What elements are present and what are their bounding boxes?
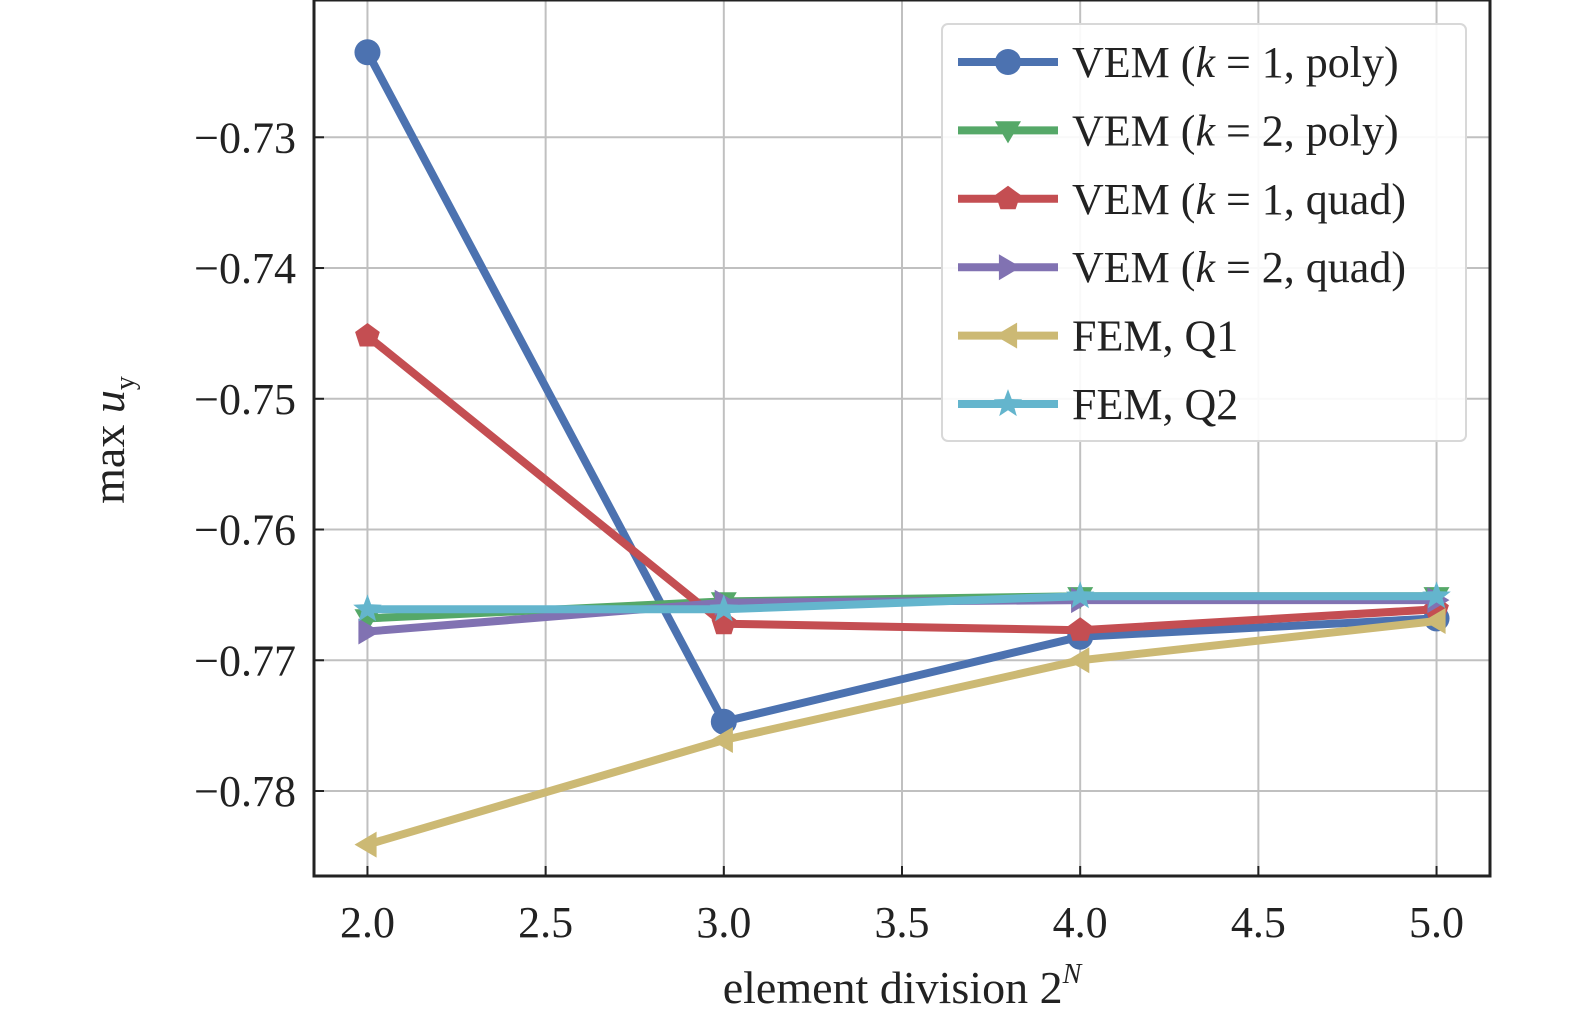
legend-item: VEM (k = 2, poly) (958, 106, 1399, 155)
legend-label: VEM (k = 2, poly) (1072, 106, 1399, 155)
x-tick-label: 3.5 (875, 898, 930, 947)
legend-item: FEM, Q1 (958, 312, 1238, 361)
x-tick-label: 2.5 (518, 898, 573, 947)
data-point (358, 618, 381, 645)
series-line (363, 48, 1441, 726)
data-point (1423, 608, 1446, 634)
x-tick-label: 5.0 (1409, 898, 1464, 947)
data-point (1422, 581, 1451, 609)
legend-item: VEM (k = 2, quad) (958, 243, 1406, 292)
series-line (363, 617, 1441, 849)
data-point (710, 708, 737, 735)
series-line (363, 332, 1441, 635)
y-tick-label: −0.76 (194, 506, 296, 555)
series-line (363, 592, 1441, 614)
series-5 (354, 608, 1446, 858)
legend-item: FEM, Q2 (958, 380, 1238, 429)
data-point (1067, 617, 1093, 641)
data-point (353, 594, 382, 622)
legend-swatch-marker (993, 389, 1023, 417)
data-point (710, 727, 733, 753)
legend-swatch-marker (995, 49, 1021, 75)
legend-swatch-marker (995, 322, 1018, 349)
legend-label: VEM (k = 1, poly) (1072, 38, 1399, 87)
legend-item: VEM (k = 1, poly) (958, 38, 1399, 87)
data-point (355, 323, 380, 347)
legend-label: FEM, Q1 (1072, 312, 1238, 361)
legend-item: VEM (k = 1, quad) (958, 175, 1406, 224)
data-point (1066, 581, 1095, 609)
data-point (354, 831, 377, 858)
legend-label: FEM, Q2 (1072, 380, 1238, 429)
y-tick-label: −0.78 (194, 767, 296, 816)
x-tick-label: 3.0 (696, 898, 751, 947)
legend-label: VEM (k = 2, quad) (1072, 243, 1406, 292)
x-tick-label: 4.5 (1231, 898, 1286, 947)
y-tick-label: −0.77 (194, 636, 296, 685)
y-tick-label: −0.74 (194, 244, 296, 293)
ticks: 2.0 2.5 3.0 3.5 4.0 4.5 5.0 −0.73 −0.74 −0.75 −0.7… (194, 113, 1464, 947)
series-layer (353, 39, 1451, 858)
data-point (709, 594, 738, 622)
y-axis-title: max uy (83, 376, 141, 504)
legend: VEM (k = 1, poly) VEM (k = 2, poly) VEM (k… (941, 23, 1467, 442)
x-tick-label: 2.0 (340, 898, 395, 947)
legend-label: VEM (k = 1, quad) (1072, 175, 1406, 224)
x-tick-label: 4.0 (1053, 898, 1108, 947)
x-axis-title: element division 2N (723, 959, 1083, 1013)
series-6 (353, 581, 1451, 622)
data-point (1067, 647, 1090, 674)
y-tick-label: −0.73 (194, 113, 296, 162)
legend-swatch-marker (995, 185, 1021, 210)
legend-swatch-marker (998, 254, 1021, 281)
legend-box (941, 23, 1467, 442)
legend-swatch-marker (995, 121, 1021, 144)
y-tick-label: −0.75 (194, 375, 296, 424)
data-point (354, 39, 381, 66)
